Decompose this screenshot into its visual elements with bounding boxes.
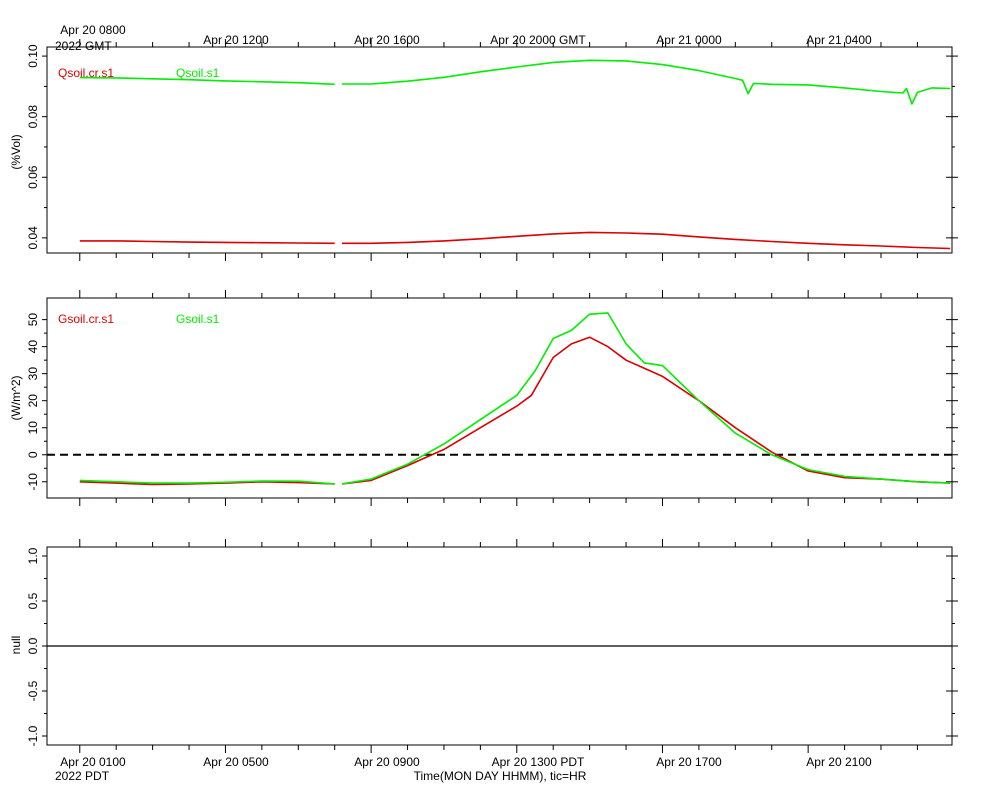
plot-frame bbox=[46, 297, 953, 499]
top-year-label: 2022 GMT bbox=[55, 39, 112, 53]
bottom-time-axis: Apr 20 0100 Apr 20 0500 Apr 20 0900 Apr … bbox=[55, 755, 872, 783]
y-tick-label: 1.0 bbox=[26, 547, 40, 564]
top-tick-label: Apr 20 0800 bbox=[60, 23, 126, 37]
plot-frame bbox=[46, 46, 953, 254]
y-tick-label: 50 bbox=[26, 313, 40, 327]
top-tick-label: Apr 20 2000 GMT bbox=[490, 33, 586, 47]
top-tick-label: Apr 20 1600 bbox=[354, 33, 420, 47]
y-tick-label: -0.5 bbox=[26, 680, 40, 701]
bottom-tick-label: Apr 20 1300 PDT bbox=[492, 755, 585, 769]
y-tick-label: 0.08 bbox=[26, 105, 40, 129]
y-tick-label: 20 bbox=[26, 394, 40, 408]
series-line-Qsoil-s1 bbox=[79, 76, 335, 86]
y-tick-label: 0.0 bbox=[26, 637, 40, 654]
ylabel-heat-flux: (W/m^2) bbox=[9, 376, 23, 421]
y-tick-label: 10 bbox=[26, 421, 40, 435]
y-tick-label: 30 bbox=[26, 367, 40, 381]
y-tick-label: 0.10 bbox=[26, 44, 40, 68]
y-tick-label: 40 bbox=[26, 340, 40, 354]
legend-qsoil: Qsoil.s1 bbox=[176, 66, 220, 80]
legend-gsoil-cr: Gsoil.cr.s1 bbox=[58, 312, 114, 326]
y-tick-label: -1.0 bbox=[26, 725, 40, 746]
y-tick-label: -10 bbox=[26, 473, 40, 491]
series-line-Qsoil-cr-s1 bbox=[342, 231, 951, 250]
series-line-Qsoil-s1 bbox=[342, 59, 951, 105]
ylabel-null: null bbox=[9, 636, 23, 655]
panel-soil-heat-flux: Gsoil.cr.s1 Gsoil.s1 (W/m^2) -10 0 10 20 30 4… bbox=[9, 290, 958, 506]
legend-qsoil-cr: Qsoil.cr.s1 bbox=[58, 66, 114, 80]
bottom-tick-label: Apr 20 0900 bbox=[354, 755, 420, 769]
series-line-Gsoil-s1 bbox=[79, 479, 335, 485]
series-line-Gsoil-s1 bbox=[341, 312, 951, 485]
bottom-year-label: 2022 PDT bbox=[55, 769, 110, 783]
y-tick-label: 0.06 bbox=[26, 165, 40, 189]
y-tick-label: 0.04 bbox=[26, 226, 40, 250]
series-line-Qsoil-cr-s1 bbox=[79, 240, 335, 245]
bottom-axis-title: Time(MON DAY HHMM), tic=HR bbox=[414, 769, 587, 783]
series-line-Gsoil-cr-s1 bbox=[341, 336, 951, 485]
y-tick-label: 0.5 bbox=[26, 592, 40, 609]
legend-gsoil: Gsoil.s1 bbox=[176, 312, 220, 326]
top-time-axis: Apr 20 0800 Apr 20 1200 Apr 20 1600 Apr … bbox=[55, 23, 872, 53]
top-tick-label: Apr 21 0400 bbox=[806, 33, 872, 47]
bottom-tick-label: Apr 20 1700 bbox=[656, 755, 722, 769]
top-tick-label: Apr 21 0000 bbox=[656, 33, 722, 47]
panel-null: null -1.0 -0.5 0.0 0.5 1.0 bbox=[9, 539, 958, 753]
bottom-tick-label: Apr 20 0100 bbox=[60, 755, 126, 769]
panel-soil-moisture: Qsoil.cr.s1 Qsoil.s1 (%Vol) 0.04 0.06 0.08… bbox=[9, 39, 958, 261]
bottom-tick-label: Apr 20 0500 bbox=[203, 755, 269, 769]
top-tick-label: Apr 20 1200 bbox=[203, 33, 269, 47]
ylabel-moisture: (%Vol) bbox=[9, 134, 23, 169]
y-tick-label: 0 bbox=[26, 451, 40, 458]
bottom-tick-label: Apr 20 2100 bbox=[806, 755, 872, 769]
